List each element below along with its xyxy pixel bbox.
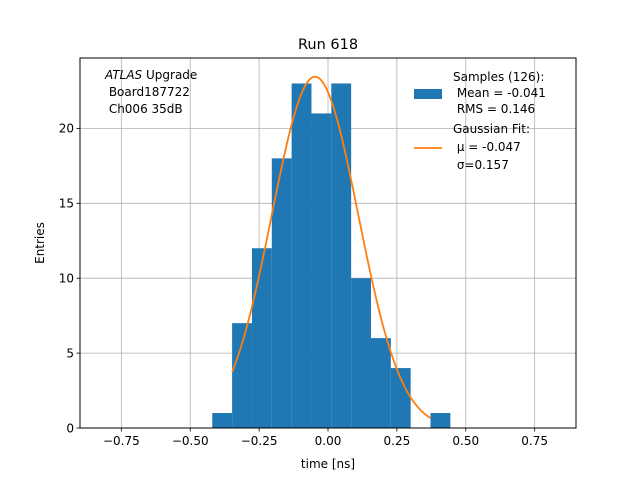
y-axis-label: Entries [33, 222, 47, 264]
histogram-bar [212, 413, 233, 428]
histogram-bar [430, 413, 451, 428]
legend-fit-line-2: μ = -0.047 [453, 140, 521, 154]
x-tick-label: 0.00 [315, 434, 342, 448]
chart-title: Run 618 [298, 37, 358, 53]
legend-samples-line-2: Mean = -0.041 [453, 86, 546, 100]
legend-samples-swatch [414, 89, 442, 99]
y-tick-label: 10 [59, 272, 74, 286]
x-tick-label: 0.50 [452, 434, 479, 448]
annotation-line-1: ATLAS Upgrade [104, 68, 197, 82]
annotation-line-2: Board187722 [105, 85, 190, 99]
annotation-atlas: ATLAS [104, 68, 143, 82]
histogram-bar [351, 278, 371, 428]
x-tick-label: −0.50 [172, 434, 209, 448]
histogram-bar [291, 83, 312, 429]
y-tick-label: 20 [59, 122, 74, 136]
gaussian-fit-curve [231, 75, 431, 419]
annotation-upgrade: Upgrade [142, 68, 197, 82]
y-tick-label: 15 [59, 197, 74, 211]
x-tick-label: −0.75 [103, 434, 140, 448]
legend-samples-line-1: Samples (126): [453, 70, 544, 84]
y-axis-ticks: 0 5 10 15 20 [59, 122, 80, 435]
x-tick-label: 0.75 [521, 434, 548, 448]
x-tick-label: −0.25 [241, 434, 278, 448]
histogram-bar [271, 158, 292, 428]
legend-samples-line-3: RMS = 0.146 [453, 102, 535, 116]
histogram-bar [311, 113, 332, 428]
histogram-bar [232, 323, 252, 428]
annotation: ATLAS Upgrade Board187722 Ch006 35dB [104, 68, 197, 116]
histogram-bar [390, 368, 411, 428]
histogram-bar [251, 248, 272, 428]
y-tick-label: 0 [66, 421, 74, 435]
x-axis-ticks: −0.75 −0.50 −0.25 0.00 0.25 0.50 0.75 [103, 428, 548, 448]
annotation-line-3: Ch006 35dB [105, 102, 183, 116]
histogram-bars [212, 83, 451, 429]
x-axis-label: time [ns] [301, 457, 355, 471]
gaussian-fit [231, 75, 431, 419]
legend-fit-line-3: σ=0.157 [453, 158, 509, 172]
x-tick-label: 0.25 [384, 434, 411, 448]
legend-fit-line-1: Gaussian Fit: [453, 122, 530, 136]
histogram-bar [331, 83, 352, 429]
histogram-bar [370, 338, 391, 428]
legend: Samples (126): Mean = -0.041 RMS = 0.146… [414, 70, 546, 172]
y-tick-label: 5 [66, 346, 74, 360]
